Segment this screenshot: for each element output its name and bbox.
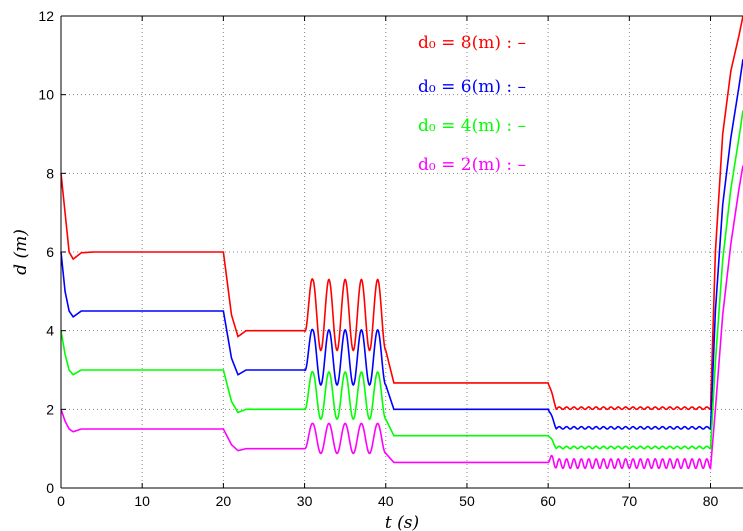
series-line-1 [60,15,743,411]
x-tick-label: 20 [216,493,232,509]
y-tick-label: 12 [38,8,54,24]
series-line-2 [60,59,743,430]
y-axis-label: d (m) [11,229,31,275]
y-tick-label: 4 [46,323,54,339]
series-line-3 [60,110,743,450]
series-lines [60,15,743,470]
x-tick-label: 60 [540,493,556,509]
tick-labels: 0 10 20 30 40 50 60 70 80 0 2 4 6 8 10 12 [38,8,718,509]
x-tick-label: 30 [297,493,313,509]
legend-entry-1: d₀ = 8(m) : – [418,33,526,53]
y-tick-label: 8 [46,165,54,181]
y-tick-label: 6 [46,244,54,260]
y-tick-label: 10 [38,87,54,103]
axes [60,15,743,489]
y-tick-label: 0 [46,480,54,496]
x-tick-label: 0 [57,493,65,509]
x-tick-label: 10 [134,493,150,509]
x-tick-label: 50 [459,493,475,509]
legend: d₀ = 8(m) : – d₀ = 6(m) : – d₀ = 4(m) : – d… [418,33,526,175]
series-line-4 [60,165,743,470]
x-tick-label: 70 [622,493,638,509]
x-tick-label: 40 [378,493,394,509]
y-tick-label: 2 [46,401,54,417]
legend-entry-4: d₀ = 2(m) : – [418,155,526,175]
x-axis-label: t (s) [385,513,419,531]
x-tick-label: 80 [703,493,719,509]
legend-entry-2: d₀ = 6(m) : – [418,77,526,97]
legend-entry-3: d₀ = 4(m) : – [418,116,526,136]
